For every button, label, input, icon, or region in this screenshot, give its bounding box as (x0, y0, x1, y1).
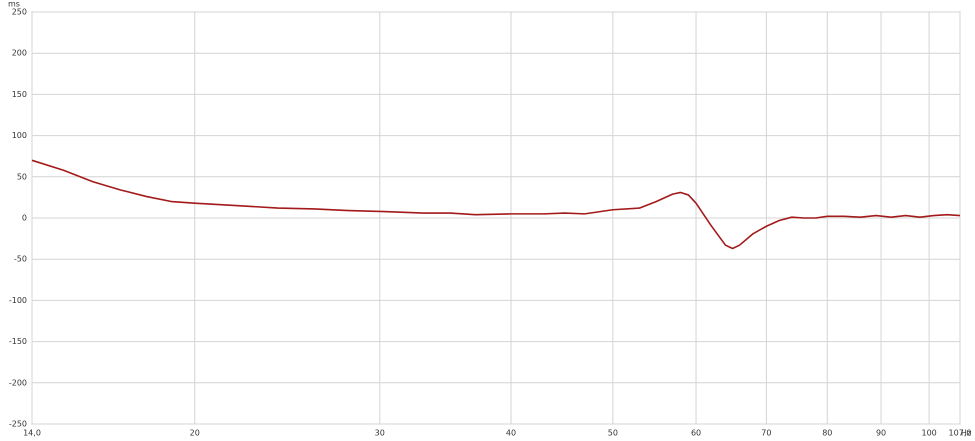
x-tick-label: 70 (761, 429, 771, 438)
x-tick-label: 60 (691, 429, 701, 438)
x-tick-label: 107,0 (949, 429, 972, 438)
y-tick-label: 0 (22, 214, 27, 223)
y-tick-label: -100 (9, 296, 27, 305)
y-tick-label: -200 (9, 378, 27, 387)
y-tick-label: 100 (12, 131, 27, 140)
x-tick-label: 100 (921, 429, 936, 438)
x-tick-label: 14,0 (23, 429, 41, 438)
x-tick-label: 50 (608, 429, 618, 438)
y-tick-label: -150 (9, 337, 27, 346)
x-tick-label: 30 (375, 429, 385, 438)
y-tick-label: 250 (12, 8, 27, 17)
y-tick-label: -250 (9, 420, 27, 429)
y-tick-label: 150 (12, 90, 27, 99)
x-tick-label: 20 (190, 429, 200, 438)
data-line (31, 159, 961, 250)
x-unit: Hz (961, 429, 971, 438)
x-tick-label: 80 (822, 429, 832, 438)
y-unit: ms (8, 0, 20, 9)
x-tick-label: 90 (876, 429, 886, 438)
x-tick-label: 40 (506, 429, 516, 438)
y-tick-label: -50 (14, 255, 27, 264)
y-tick-label: 200 (12, 49, 27, 58)
y-tick-label: 50 (17, 172, 27, 181)
